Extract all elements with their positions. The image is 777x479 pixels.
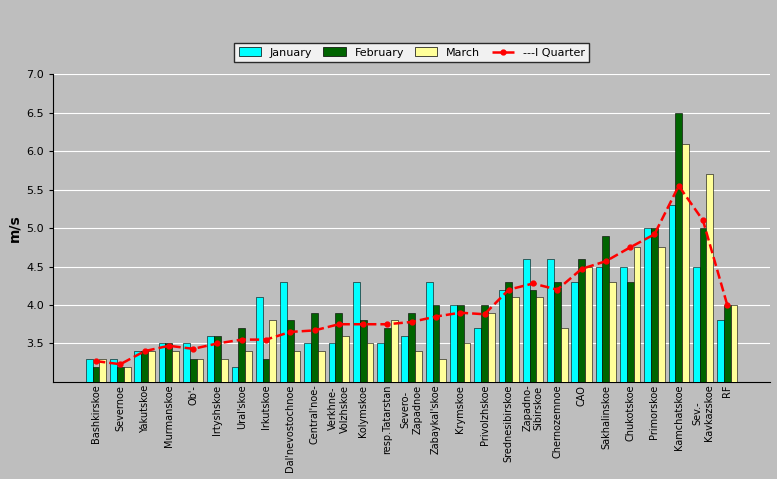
Y-axis label: m/s: m/s [7, 214, 21, 242]
Bar [86, 359, 92, 382]
Legend: January, February, March, ---I Quarter: January, February, March, ---I Quarter [235, 43, 589, 62]
Bar [384, 328, 391, 382]
Bar [464, 343, 470, 382]
Bar [190, 359, 197, 382]
Bar [294, 351, 301, 382]
Bar [627, 282, 633, 382]
Bar [99, 359, 106, 382]
Bar [141, 351, 148, 382]
Bar [134, 351, 141, 382]
Bar [633, 247, 640, 382]
Bar [239, 328, 245, 382]
Bar [207, 336, 214, 382]
Bar [148, 351, 155, 382]
Bar [92, 366, 99, 382]
Bar [596, 267, 602, 382]
Bar [547, 259, 554, 382]
Bar [311, 313, 318, 382]
Bar [367, 343, 373, 382]
Bar [651, 228, 658, 382]
Bar [415, 351, 422, 382]
Bar [408, 313, 415, 382]
Bar [221, 359, 228, 382]
Bar [117, 366, 124, 382]
Bar [110, 359, 117, 382]
Bar [318, 351, 325, 382]
Bar [505, 282, 512, 382]
Bar [523, 259, 530, 382]
Bar [342, 336, 349, 382]
Bar [232, 366, 239, 382]
Bar [426, 282, 433, 382]
Bar [644, 228, 651, 382]
Bar [602, 236, 609, 382]
Bar [717, 320, 724, 382]
Bar [280, 282, 287, 382]
Bar [391, 320, 398, 382]
Bar [245, 351, 252, 382]
Bar [488, 313, 495, 382]
Bar [706, 174, 713, 382]
Bar [360, 320, 367, 382]
Bar [682, 144, 689, 382]
Bar [159, 343, 166, 382]
Bar [512, 297, 519, 382]
Bar [578, 259, 585, 382]
Bar [450, 305, 457, 382]
Bar [474, 328, 481, 382]
Bar [730, 305, 737, 382]
Bar [571, 282, 578, 382]
Bar [481, 305, 488, 382]
Bar [439, 359, 446, 382]
Bar [585, 267, 592, 382]
Bar [554, 282, 561, 382]
Bar [536, 297, 543, 382]
Bar [270, 320, 276, 382]
Bar [287, 320, 294, 382]
Bar [124, 366, 131, 382]
Bar [256, 297, 263, 382]
Bar [183, 343, 190, 382]
Bar [699, 228, 706, 382]
Bar [675, 113, 682, 382]
Bar [214, 336, 221, 382]
Bar [377, 343, 384, 382]
Bar [658, 247, 664, 382]
Bar [329, 343, 336, 382]
Bar [457, 305, 464, 382]
Bar [724, 305, 730, 382]
Bar [353, 282, 360, 382]
Bar [530, 290, 536, 382]
Bar [336, 313, 342, 382]
Bar [668, 205, 675, 382]
Bar [172, 351, 179, 382]
Bar [499, 290, 505, 382]
Bar [433, 305, 439, 382]
Bar [263, 359, 270, 382]
Bar [166, 343, 172, 382]
Bar [693, 267, 699, 382]
Bar [197, 359, 204, 382]
Bar [609, 282, 616, 382]
Bar [402, 336, 408, 382]
Bar [561, 328, 567, 382]
Bar [620, 267, 627, 382]
Bar [305, 343, 311, 382]
